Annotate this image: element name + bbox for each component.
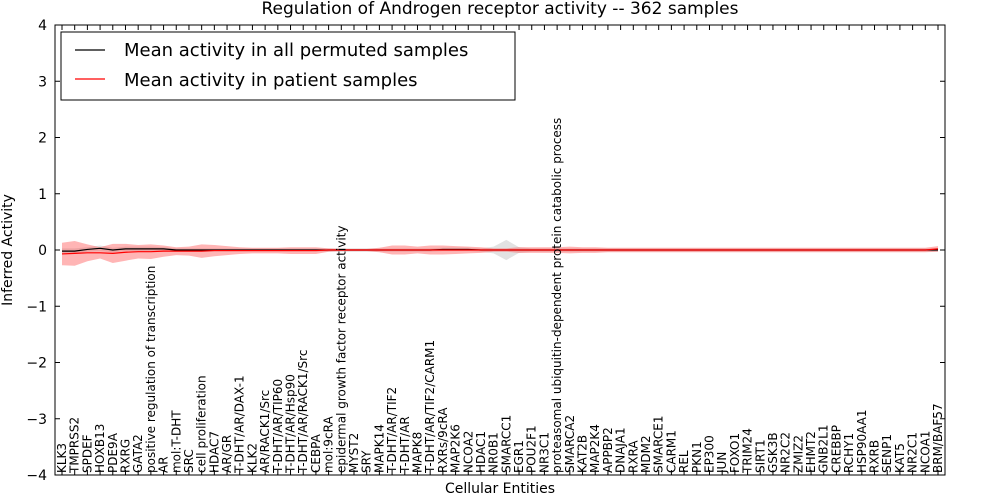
entity-label: SRY [360,450,374,473]
y-axis-label: Inferred Activity [0,194,16,306]
entity-label: HDAC7 [207,431,221,473]
entity-label: mol:T-DHT [169,410,183,473]
y-tick-label: 2 [38,131,47,147]
entity-label: KAT5 [893,443,907,473]
chart-title: Regulation of Androgen receptor activity… [262,0,739,19]
y-tick-label: −4 [26,468,47,484]
entity-label: T-DHT/AR/DAX-1 [233,375,247,474]
legend-box [60,31,516,101]
entity-label: HOXB13 [93,424,107,473]
entity-label: T-DHT/AR [398,416,412,474]
entity-label: proteasomal ubiquitin-dependent protein … [550,118,564,473]
y-tick-label: 3 [38,74,47,90]
confidence-band-series-1 [62,241,938,266]
series-line-1 [61,248,939,255]
legend-label-patient: Mean activity in patient samples [124,70,418,91]
entity-label: JUN [715,452,729,474]
entity-label: HDAC1 [474,431,488,473]
y-tick-label: −1 [26,299,47,315]
entity-label: T-DHT/AR/TIF2/CARM1 [423,340,437,474]
entity-label: EHMT2 [804,431,818,473]
entity-label: SMARCE1 [652,415,666,473]
entity-label: POU2F1 [525,425,539,473]
entity-label: RXRA [626,440,640,473]
entity-label: NR2C1 [906,432,920,473]
entity-label: TMPRSS2 [68,417,82,474]
entity-label: MDM2 [639,435,653,473]
entity-label: T-DHT/AR/RACK1/Src [296,350,310,474]
entity-label: DNAJA1 [614,427,628,473]
entity-label: TRIM24 [741,428,755,474]
entity-label: mol:9cRA [322,416,336,473]
entity-label: MAPK8 [410,432,424,473]
legend: Mean activity in all permuted samples Me… [60,31,516,101]
entity-label: CARM1 [664,430,678,473]
entity-label: NR0B1 [487,432,501,473]
y-tick-label: 0 [38,243,47,259]
entity-label: EGR1 [512,440,526,473]
legend-label-permuted: Mean activity in all permuted samples [124,40,468,61]
entity-label: KLK3 [55,443,69,473]
entity-label: ZMIZ2 [791,435,805,473]
entity-label: cell proliferation [195,375,209,473]
entity-label: KLK2 [245,443,259,473]
entity-label: T-DHT/AR/TIF2 [385,387,399,474]
y-tick-label: 1 [38,187,47,203]
entity-label: positive regulation of transcription [144,266,158,473]
entity-label: APPBP2 [601,427,615,473]
entity-label: NR2C2 [779,432,793,473]
entity-label: SENP1 [880,434,894,473]
y-tick-label: −2 [26,356,47,372]
entity-label: GATA2 [131,434,145,473]
entity-label: MYST2 [347,433,361,473]
entity-label: FOXO1 [728,433,742,473]
entity-label: NCOA2 [461,431,475,473]
y-tick-label: −3 [26,412,47,428]
entity-label: PKN1 [690,441,704,473]
entity-label: SPDEF [80,434,94,473]
x-axis-label: Cellular Entities [445,481,555,497]
entity-label: MAPK14 [372,424,386,473]
entity-label: CREBBP [829,425,843,473]
entity-label: T-DHT/AR/Hsp90 [284,374,298,474]
y-tick-label: 4 [38,18,47,34]
entity-label: RCHY1 [842,433,856,473]
entity-label: BRM/BAF57 [931,403,945,473]
entity-label: CEBPA [309,433,323,473]
entity-label: SIRT1 [753,439,767,473]
entity-label: PDE9A [106,432,120,473]
entity-label: AR/RACK1/Src [258,390,272,473]
entity-label: AR [157,456,171,473]
entity-label: epidermal growth factor receptor activit… [334,226,348,473]
entity-label: EP300 [702,435,716,473]
entity-label: AR/GR [220,435,234,473]
entity-label: RXRG [118,439,132,473]
entity-label: REL [677,450,691,473]
entity-label: MAP2K4 [588,424,602,473]
entity-label: SMARCA2 [563,415,577,473]
entity-label: NR3C1 [537,432,551,473]
entity-label: SMARCC1 [499,415,513,473]
entity-label: GNB2L1 [817,425,831,473]
entity-label: KAT2B [576,435,590,473]
entity-label: HSP90AA1 [855,409,869,473]
entity-label: SRC [182,449,196,473]
entity-label: T-DHT/AR/TIP60 [271,379,285,474]
entity-label: RXRB [868,440,882,473]
entity-label: RXRs/9cRA [436,407,450,473]
entity-label: NCOA1 [918,431,932,473]
entity-label: GSK3B [766,432,780,473]
entity-label: MAP2K6 [449,424,463,473]
